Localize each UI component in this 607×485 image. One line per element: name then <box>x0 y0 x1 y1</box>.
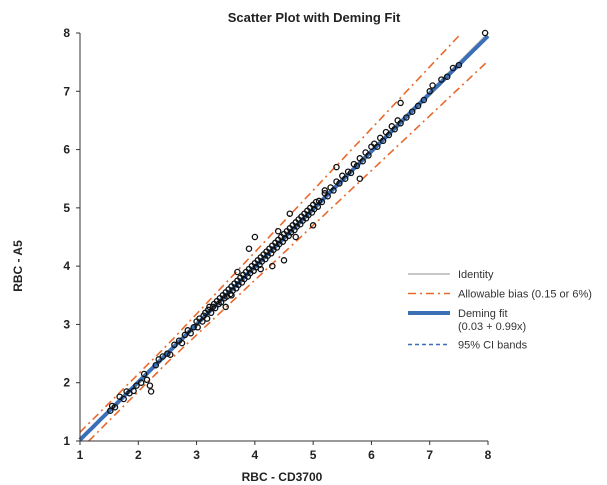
data-point <box>140 370 148 378</box>
y-tick-label: 8 <box>63 26 70 40</box>
data-point <box>314 203 322 210</box>
data-point <box>269 262 276 270</box>
data-point <box>194 324 201 331</box>
x-tick-label: 1 <box>77 448 84 462</box>
data-point <box>443 73 451 80</box>
data-point <box>164 350 171 357</box>
data-point <box>147 388 155 395</box>
y-tick-label: 2 <box>63 376 70 390</box>
x-tick-label: 8 <box>485 448 492 462</box>
data-point <box>385 131 393 139</box>
legend-sublabel: (0.03 + 0.99x) <box>458 321 526 333</box>
data-point <box>365 152 372 159</box>
data-point <box>330 187 337 194</box>
data-point <box>356 175 364 182</box>
data-point <box>374 143 381 150</box>
data-point <box>280 257 288 264</box>
data-point <box>245 245 253 252</box>
data-point <box>455 61 463 69</box>
data-point <box>190 324 197 331</box>
data-point <box>324 192 331 200</box>
data-point <box>449 64 457 72</box>
data-point <box>234 268 241 276</box>
data-point <box>414 102 422 110</box>
data-point <box>420 96 428 104</box>
data-point <box>206 303 213 311</box>
data-point <box>146 382 154 389</box>
data-point <box>379 137 387 145</box>
data-point <box>137 379 145 386</box>
x-axis-title: RBC - CD3700 <box>242 470 323 484</box>
data-point <box>111 403 119 411</box>
data-point <box>333 163 340 171</box>
y-tick-label: 1 <box>63 434 70 448</box>
y-tick-label: 4 <box>63 259 70 273</box>
data-point <box>438 76 445 83</box>
data-point <box>152 361 160 369</box>
data-point <box>408 108 416 115</box>
data-point <box>211 304 219 312</box>
data-point <box>429 82 436 89</box>
data-point <box>143 376 151 384</box>
data-point <box>481 29 489 37</box>
y-tick-label: 3 <box>63 317 70 331</box>
data-point <box>228 292 235 299</box>
data-point <box>286 210 294 217</box>
data-point <box>315 197 323 205</box>
data-point <box>274 227 282 235</box>
y-tick-label: 6 <box>63 143 70 157</box>
data-point <box>130 387 137 395</box>
y-axis-title: RBC - A5 <box>11 240 25 292</box>
x-tick-label: 4 <box>252 448 259 462</box>
legend-label: Allowable bias (0.15 or 6%) <box>458 289 592 301</box>
data-point <box>426 88 433 95</box>
data-point <box>159 353 167 360</box>
bias-upper-line <box>79 35 460 433</box>
x-tick-label: 3 <box>193 448 200 462</box>
data-point <box>133 382 140 389</box>
data-point <box>397 120 404 127</box>
data-point <box>397 99 404 107</box>
data-point <box>167 351 174 358</box>
x-tick-label: 7 <box>426 448 433 462</box>
data-point <box>257 265 264 273</box>
data-point <box>199 318 206 325</box>
data-point <box>155 356 162 363</box>
legend: Identity Allowable bias (0.15 or 6%) Demin… <box>408 269 592 352</box>
chart-title: Scatter Plot with Deming Fit <box>228 10 401 25</box>
data-point <box>309 222 317 229</box>
data-point <box>171 341 178 349</box>
data-point <box>251 233 259 241</box>
data-point <box>318 198 326 206</box>
x-tick-label: 2 <box>135 448 142 462</box>
data-point <box>222 303 229 311</box>
legend-label: Identity <box>458 269 494 281</box>
y-tick-label: 5 <box>63 201 70 215</box>
data-point <box>321 187 329 194</box>
y-tick-label: 7 <box>63 84 70 98</box>
data-point <box>336 180 343 187</box>
data-point <box>178 339 186 347</box>
legend-label: 95% CI bands <box>458 340 528 352</box>
legend-label: Deming fit <box>458 308 508 320</box>
bias-lower-line <box>88 60 489 442</box>
x-tick-label: 5 <box>310 448 317 462</box>
data-point <box>207 309 215 317</box>
data-point <box>217 299 225 306</box>
data-point <box>187 329 194 337</box>
data-point <box>292 233 299 241</box>
data-point <box>203 315 211 322</box>
data-point <box>120 395 127 403</box>
data-point <box>359 157 366 165</box>
data-point <box>181 331 189 339</box>
data-point <box>353 162 361 170</box>
data-point <box>391 125 398 133</box>
data-point <box>341 175 349 182</box>
data-point <box>347 169 355 177</box>
x-tick-label: 6 <box>368 448 375 462</box>
data-point <box>403 114 410 121</box>
